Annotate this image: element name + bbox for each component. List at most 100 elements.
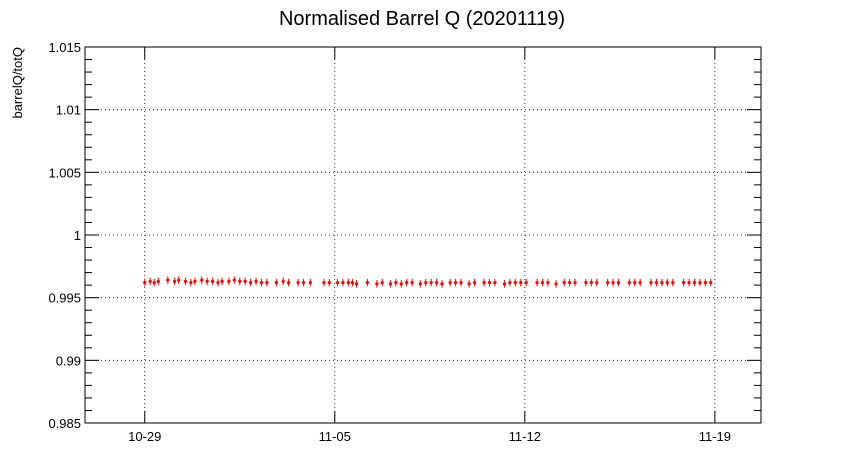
point-marker <box>448 281 452 285</box>
x-tick-label: 11-19 <box>699 429 731 444</box>
data-point <box>341 278 345 287</box>
point-marker <box>453 281 458 285</box>
point-marker <box>281 279 285 283</box>
point-marker <box>189 281 193 285</box>
point-marker <box>327 281 331 285</box>
point-marker <box>671 281 675 285</box>
point-marker <box>606 281 610 285</box>
point-marker <box>589 281 593 285</box>
point-marker <box>440 282 444 286</box>
point-marker <box>660 281 664 285</box>
data-point <box>665 278 669 287</box>
data-point <box>584 278 588 287</box>
data-point <box>327 278 331 287</box>
data-point <box>459 278 463 287</box>
data-point <box>205 277 209 286</box>
point-marker <box>346 281 350 285</box>
data-point <box>508 278 512 287</box>
data-point <box>350 278 355 287</box>
data-point <box>448 278 452 287</box>
point-marker <box>649 281 653 285</box>
data-point <box>166 276 170 284</box>
data-point <box>394 278 398 287</box>
data-point <box>467 280 471 288</box>
data-point <box>254 277 258 286</box>
point-marker <box>665 281 669 285</box>
data-point <box>453 278 458 287</box>
data-point <box>152 278 156 287</box>
data-point <box>698 278 702 287</box>
data-point <box>502 280 507 288</box>
point-marker <box>429 281 433 285</box>
point-marker <box>546 281 550 285</box>
point-marker <box>322 281 326 285</box>
y-tick-label: 1.015 <box>48 40 81 55</box>
data-point <box>259 278 264 287</box>
y-tick-labels: 0.985 0.99 0.995 1 1.005 1.01 1.015 <box>48 40 81 431</box>
point-marker <box>177 278 181 282</box>
data-point <box>287 278 291 287</box>
x-tick-label: 11-05 <box>319 429 351 444</box>
point-marker <box>467 282 471 286</box>
point-marker <box>166 278 170 282</box>
data-point <box>232 276 236 284</box>
point-marker <box>703 281 707 285</box>
point-marker <box>341 281 345 285</box>
point-marker <box>709 281 713 285</box>
point-marker <box>418 282 422 286</box>
point-marker <box>540 281 545 285</box>
point-marker <box>633 281 637 285</box>
point-marker <box>148 279 152 283</box>
data-point <box>611 278 615 287</box>
point-marker <box>365 281 369 285</box>
point-marker <box>265 281 269 285</box>
data-point <box>487 278 492 287</box>
data-point <box>540 278 545 287</box>
point-marker <box>380 281 384 285</box>
point-marker <box>519 281 523 285</box>
data-point <box>573 278 577 287</box>
data-point <box>606 278 610 287</box>
data-point <box>172 277 177 286</box>
point-marker <box>375 282 379 286</box>
data-point <box>687 278 691 287</box>
point-marker <box>513 281 517 285</box>
data-point <box>296 278 300 287</box>
grid-lines <box>85 47 761 423</box>
x-tick-label: 11-12 <box>509 429 541 444</box>
point-marker <box>410 281 414 285</box>
data-point <box>380 278 384 287</box>
data-point <box>671 278 675 287</box>
data-point <box>148 277 152 286</box>
point-marker <box>487 281 492 285</box>
axis-ticks <box>85 46 761 424</box>
data-point <box>200 276 204 284</box>
data-point <box>156 277 160 286</box>
point-marker <box>156 279 160 283</box>
point-marker <box>259 281 264 285</box>
data-point <box>513 278 517 287</box>
data-point <box>429 278 433 287</box>
point-marker <box>232 278 236 282</box>
data-point <box>589 278 593 287</box>
data-point <box>365 278 369 287</box>
data-point <box>238 277 242 286</box>
point-marker <box>692 281 697 285</box>
point-marker <box>698 281 702 285</box>
point-marker <box>220 279 224 283</box>
point-marker <box>172 279 177 283</box>
data-point <box>193 277 197 286</box>
point-marker <box>502 282 507 286</box>
point-marker <box>238 279 242 283</box>
point-marker <box>482 281 486 285</box>
data-point <box>649 278 653 287</box>
point-marker <box>301 281 306 285</box>
data-point <box>265 278 269 287</box>
point-marker <box>143 281 147 285</box>
data-point <box>335 278 340 287</box>
point-marker <box>183 279 188 283</box>
y-tick-label: 1.005 <box>48 165 81 180</box>
point-marker <box>616 281 621 285</box>
point-marker <box>243 279 247 283</box>
point-marker <box>399 282 403 286</box>
